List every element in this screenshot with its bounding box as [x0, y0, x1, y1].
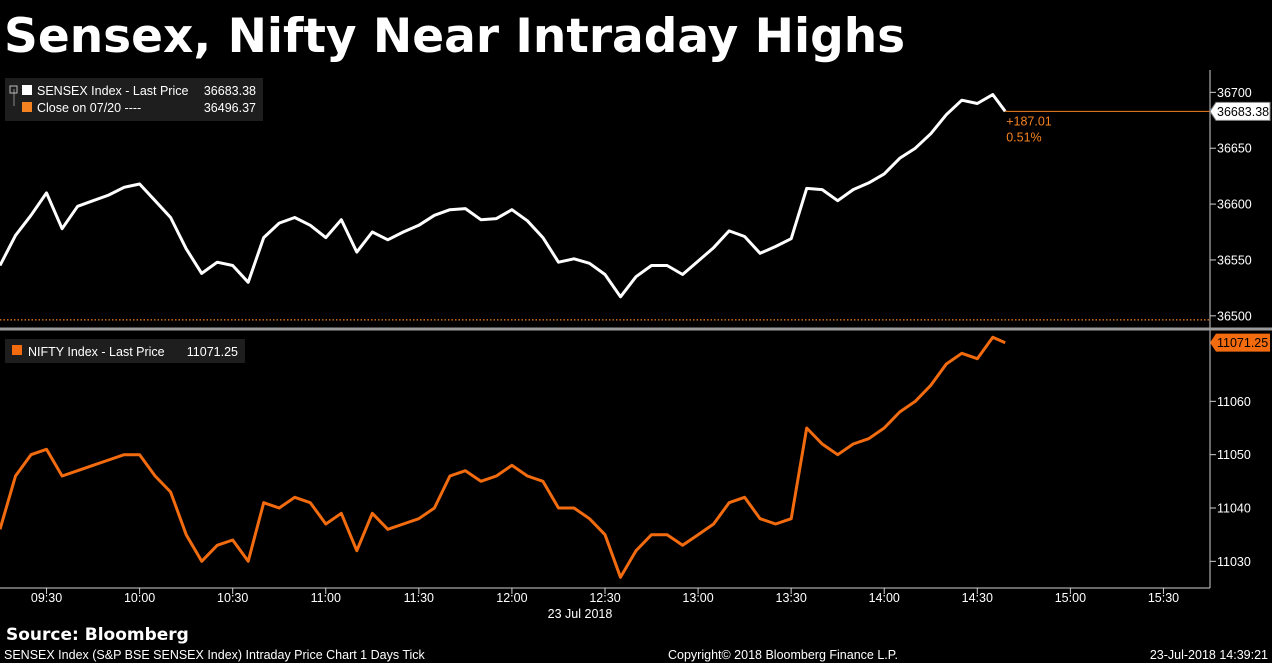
- change-pct-annotation: 0.51%: [1006, 130, 1041, 144]
- sensex-series-line: [0, 93, 1007, 299]
- nifty-legend-box: [5, 339, 245, 363]
- x-axis: 09:30 10:00 10:30 11:00 11:30 12:00 12:30 13:00…: [31, 588, 1179, 605]
- nifty-y-tick-label: 11050: [1217, 448, 1251, 462]
- nifty-series-line: [0, 335, 1006, 579]
- x-tick-label: 10:30: [217, 591, 248, 605]
- legend-collapse-icon: [9, 85, 18, 94]
- x-tick-label: 13:00: [682, 591, 713, 605]
- nifty-legend-value: 11071.25: [187, 345, 238, 359]
- sensex-swatch: [22, 85, 32, 95]
- sensex-legend-box: [5, 78, 263, 121]
- nifty-y-axis: 11060 11050 11040 11030: [1210, 395, 1251, 569]
- sensex-legend: SENSEX Index - Last Price 36683.38 Close…: [5, 78, 263, 121]
- nifty-last-price-tag: 11071.25: [1210, 333, 1270, 352]
- source-label: Source: Bloomberg: [6, 625, 189, 645]
- x-tick-label: 11:30: [404, 591, 434, 605]
- close-legend-label: Close on 07/20 ----: [37, 101, 141, 115]
- nifty-legend-label: NIFTY Index - Last Price: [28, 345, 165, 359]
- x-tick-label: 15:00: [1055, 591, 1086, 605]
- nifty-y-tick-label: 11040: [1217, 502, 1251, 516]
- nifty-tag-shape: [1210, 333, 1270, 352]
- nifty-y-tick-label: 11030: [1217, 555, 1251, 569]
- x-tick-label: 10:00: [124, 591, 155, 605]
- sensex-y-tick-label: 36500: [1217, 309, 1252, 323]
- sensex-last-price-tag: 36683.38: [1209, 101, 1271, 121]
- sensex-y-tick-label: 36550: [1217, 253, 1252, 267]
- nifty-legend: NIFTY Index - Last Price 11071.25: [5, 339, 245, 363]
- sensex-y-tick-label: 36700: [1217, 86, 1252, 100]
- nifty-tag-text: 11071.25: [1217, 336, 1268, 350]
- sensex-tag-text: 36683.38: [1217, 105, 1269, 119]
- close-swatch: [22, 102, 32, 112]
- sensex-y-tick-label: 36600: [1217, 198, 1252, 212]
- nifty-y-tick-label: 11060: [1217, 395, 1251, 409]
- x-tick-label: 11:00: [311, 591, 341, 605]
- sensex-tag-shape: [1209, 101, 1271, 121]
- x-tick-label: 14:30: [962, 591, 993, 605]
- sensex-legend-label: SENSEX Index - Last Price: [37, 84, 189, 98]
- x-tick-label: 09:30: [31, 591, 62, 605]
- footer-copyright: Copyright© 2018 Bloomberg Finance L.P.: [668, 648, 898, 662]
- close-legend-value: 36496.37: [204, 101, 256, 115]
- footer-description: SENSEX Index (S&P BSE SENSEX Index) Intr…: [4, 648, 426, 662]
- change-annotation: +187.01: [1006, 114, 1052, 128]
- x-tick-label: 15:30: [1148, 591, 1179, 605]
- x-tick-label: 14:00: [869, 591, 900, 605]
- x-tick-label: 13:30: [776, 591, 807, 605]
- nifty-swatch: [12, 345, 22, 355]
- sensex-legend-value: 36683.38: [204, 84, 256, 98]
- x-tick-label: 12:30: [589, 591, 620, 605]
- chart-title: Sensex, Nifty Near Intraday Highs: [4, 9, 905, 64]
- x-tick-label: 12:00: [496, 591, 527, 605]
- footer-timestamp: 23-Jul-2018 14:39:21: [1150, 648, 1268, 662]
- x-axis-date-label: 23 Jul 2018: [548, 607, 613, 621]
- sensex-y-tick-label: 36650: [1217, 142, 1252, 156]
- sensex-y-axis: 36700 36650 36600 36550 36500: [1210, 86, 1252, 323]
